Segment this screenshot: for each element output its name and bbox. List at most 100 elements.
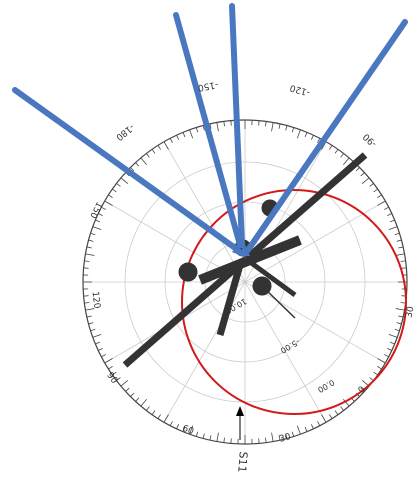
- scale-tick: [98, 347, 103, 351]
- scale-tick: [195, 431, 199, 437]
- scale-tick: [116, 183, 121, 187]
- scale-tick: [169, 138, 173, 143]
- scale-tick: [140, 157, 147, 166]
- scale-tick: [176, 135, 180, 140]
- scale-tick: [189, 425, 194, 435]
- scale-tick: [157, 145, 161, 150]
- scale-tick: [135, 162, 140, 167]
- scale-tick: [216, 122, 219, 132]
- scale-tick: [394, 232, 400, 236]
- angle-label: -150: [197, 79, 219, 93]
- scale-tick: [265, 437, 267, 443]
- scale-tick: [310, 424, 314, 429]
- scale-tick: [112, 371, 117, 376]
- angle-label: -120: [289, 82, 312, 97]
- scale-tick: [291, 127, 295, 133]
- scale-tick: [223, 437, 225, 443]
- scale-tick: [334, 410, 339, 415]
- scale-tick: [377, 366, 382, 370]
- scale-tick: [278, 435, 281, 441]
- scale-tick: [361, 177, 370, 184]
- scale-tick: [334, 149, 339, 154]
- scale-tick: [84, 260, 90, 262]
- scale-tick: [396, 322, 402, 325]
- arrow: [173, 12, 243, 248]
- scale-tick: [182, 426, 186, 432]
- scale-tick: [355, 167, 360, 172]
- scale-tick: [120, 177, 129, 184]
- scale-tick: [120, 380, 129, 387]
- scale-tick: [157, 414, 161, 419]
- scale-tick: [373, 188, 378, 193]
- scale-tick: [146, 406, 150, 411]
- angle-label: 60: [181, 424, 196, 438]
- scale-tick: [90, 328, 96, 332]
- scale-tick: [377, 358, 386, 364]
- scale-tick: [296, 425, 301, 435]
- arrows: [12, 3, 408, 253]
- scale-tick: [398, 246, 404, 249]
- scale-tick: [296, 129, 301, 139]
- scale-tick: [112, 188, 117, 193]
- scale-tick: [101, 206, 106, 210]
- scale-tick: [98, 213, 103, 217]
- radial-label: 0.00: [316, 378, 336, 395]
- pattern-curve: [181, 189, 407, 415]
- pointer: [261, 285, 296, 319]
- scale-tick: [285, 433, 288, 439]
- scale-tick: [116, 377, 121, 381]
- tail: [248, 259, 297, 298]
- port-arrow-head: [236, 406, 244, 416]
- angle-label: 150: [87, 200, 104, 220]
- scale-tick: [317, 421, 321, 426]
- scale-tick: [182, 132, 186, 138]
- scale-tick: [387, 213, 392, 217]
- scale-tick: [202, 433, 205, 439]
- scale-tick: [265, 121, 267, 127]
- scale-tick: [108, 194, 113, 198]
- scale-tick: [169, 421, 173, 426]
- scale-tick: [388, 333, 398, 338]
- scale-tick: [95, 341, 101, 345]
- scale-tick: [271, 122, 274, 132]
- polar-grid: [82, 119, 408, 445]
- scale-tick: [88, 322, 94, 325]
- scale-tick: [202, 125, 205, 131]
- scale-tick: [400, 260, 406, 262]
- arrow: [245, 19, 408, 253]
- scale-tick: [377, 200, 386, 206]
- scale-tick: [108, 366, 113, 370]
- scale-tick: [389, 219, 395, 223]
- scale-tick: [84, 302, 90, 304]
- scale-tick: [384, 206, 389, 210]
- scale-tick: [151, 410, 156, 415]
- scale-tick: [310, 135, 314, 140]
- scale-tick: [176, 424, 180, 429]
- scale-tick: [396, 239, 402, 242]
- scale-tick: [384, 354, 389, 358]
- scale-tick: [394, 328, 400, 332]
- port-label: S11: [235, 451, 250, 473]
- angle-label: 90: [104, 371, 119, 386]
- scale-tick: [395, 253, 405, 256]
- grid-spoke: [244, 200, 386, 283]
- angle-label: 30: [278, 432, 292, 445]
- scale-tick: [389, 341, 395, 345]
- scale-tick: [369, 183, 374, 187]
- scale-tick: [317, 138, 321, 143]
- scale-tick: [104, 200, 113, 206]
- grid-spoke: [244, 281, 327, 423]
- scale-tick: [125, 387, 130, 392]
- scale-tick: [85, 253, 95, 256]
- scale-tick: [90, 232, 96, 236]
- arrow: [229, 3, 245, 248]
- grid-spoke: [163, 141, 246, 283]
- scale-tick: [387, 347, 392, 351]
- scale-tick: [88, 239, 94, 242]
- scale-tick: [343, 398, 350, 407]
- scale-tick: [395, 308, 405, 311]
- scale-tick: [189, 129, 194, 139]
- fuselage: [198, 235, 302, 285]
- scale-tick: [130, 167, 135, 172]
